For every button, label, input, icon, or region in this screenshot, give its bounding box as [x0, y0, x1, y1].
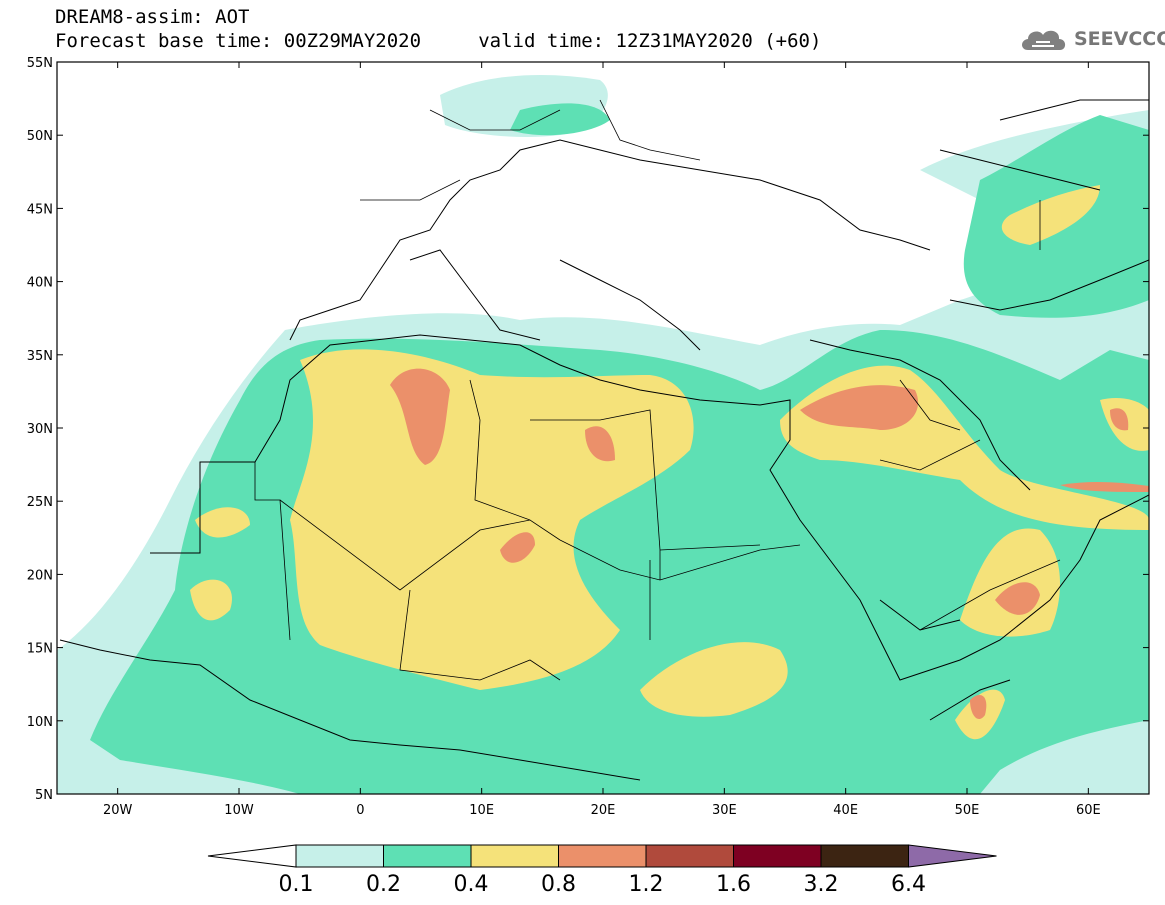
- colorbar-label: 1.6: [716, 872, 751, 897]
- lon-tick-label: 10E: [469, 803, 494, 818]
- colorbar-label: 0.8: [541, 872, 576, 897]
- lat-tick-label: 25N: [27, 495, 53, 510]
- lat-tick-label: 45N: [27, 202, 53, 217]
- forecast-times: Forecast base time: 00Z29MAY2020 valid t…: [55, 30, 822, 52]
- lat-tick-label: 15N: [27, 642, 53, 657]
- lon-tick-label: 60E: [1076, 803, 1101, 818]
- logo-text: SEEVCCC: [1074, 28, 1165, 50]
- colorbar-under-arrow: [207, 844, 297, 868]
- aot-level-0-8: [390, 368, 1149, 720]
- seevccc-logo: SEEVCCC: [1018, 24, 1165, 54]
- lon-tick-label: 20E: [591, 803, 616, 818]
- lon-tick-label: 10W: [224, 803, 254, 818]
- longitude-axis: 20W 10W 0 10E 20E 30E 40E 50E 60E: [103, 62, 1101, 818]
- lon-tick-label: 40E: [833, 803, 858, 818]
- colorbar-label: 0.1: [279, 872, 314, 897]
- lat-tick-label: 50N: [27, 129, 53, 144]
- lat-tick-label: 10N: [27, 715, 53, 730]
- colorbar-label: 3.2: [804, 872, 839, 897]
- colorbar: 0.1 0.2 0.4 0.8 1.2 1.6 3.2 6.4: [207, 844, 997, 897]
- lon-tick-label: 30E: [712, 803, 737, 818]
- lon-tick-label: 50E: [955, 803, 980, 818]
- lat-tick-label: 5N: [35, 788, 53, 803]
- colorbar-swatch: [645, 844, 734, 868]
- country-borders: [254, 99, 1061, 681]
- lat-tick-label: 35N: [27, 349, 53, 364]
- lon-tick-label: 0: [356, 803, 364, 818]
- lon-tick-label: 20W: [103, 803, 133, 818]
- colorbar-label: 0.2: [366, 872, 401, 897]
- lat-tick-label: 40N: [27, 276, 53, 291]
- cloud-icon: [1022, 30, 1066, 50]
- colorbar-over-arrow: [908, 844, 997, 868]
- lat-tick-label: 55N: [27, 56, 53, 71]
- coastlines: [59, 99, 1149, 781]
- colorbar-swatch: [733, 844, 822, 868]
- colorbar-swatch: [470, 844, 559, 868]
- colorbar-label: 0.4: [454, 872, 489, 897]
- colorbar-label: 6.4: [891, 872, 926, 897]
- colorbar-swatch: [558, 844, 647, 868]
- chart-title: DREAM8-assim: AOT: [55, 6, 250, 28]
- lat-tick-label: 30N: [27, 422, 53, 437]
- colorbar-label: 1.2: [629, 872, 664, 897]
- colorbar-swatch: [383, 844, 472, 868]
- latitude-axis: 55N 50N 45N 40N 35N 30N 25N 20N 15N 10N 5N: [27, 56, 1149, 803]
- lat-tick-label: 20N: [27, 568, 53, 583]
- colorbar-swatch: [295, 844, 384, 868]
- colorbar-swatch: [820, 844, 909, 868]
